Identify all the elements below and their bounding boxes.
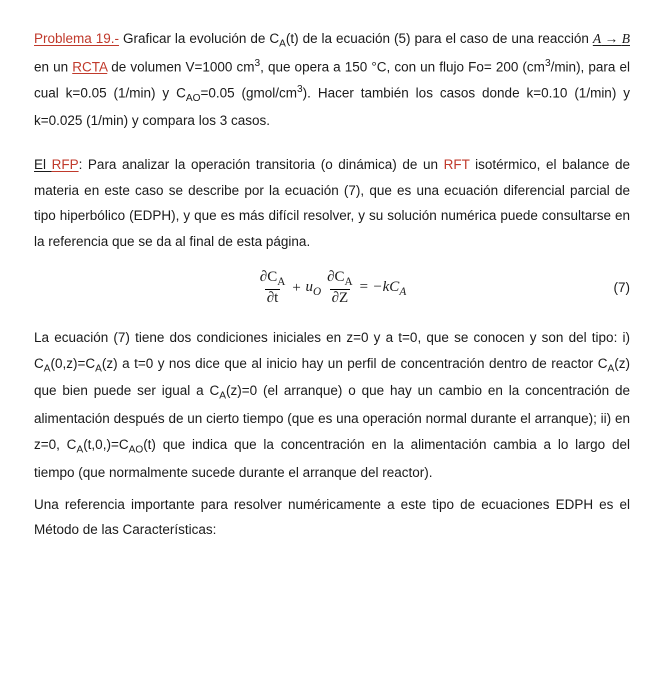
rfp-paragraph: El RFP: Para analizar la operación trans…: [34, 152, 630, 255]
subscript-A: A: [279, 39, 286, 50]
subscript-A: A: [95, 363, 102, 374]
fraction-dCA-dZ: ∂CA ∂Z: [325, 269, 355, 307]
text: , que opera a 150 °C, con un flujo Fo= 2…: [260, 59, 545, 74]
subscript-A: A: [399, 286, 406, 298]
equation-7: ∂CA ∂t + uO ∂CA ∂Z = −kCA (7): [34, 269, 630, 307]
discussion-paragraph-2: Una referencia importante para resolver …: [34, 492, 630, 543]
rft-label: RFT: [444, 157, 470, 172]
subscript-A: A: [345, 276, 353, 288]
text: (z) a t=0 y nos dice que al inicio hay u…: [102, 356, 608, 371]
reaction-rhs: B: [622, 31, 630, 46]
discussion-paragraph-1: La ecuación (7) tiene dos condiciones in…: [34, 325, 630, 486]
text: =0.05 (gmol/cm: [200, 86, 297, 101]
text: (0,z)=C: [51, 356, 96, 371]
text: Graficar la evolución de C: [119, 31, 279, 46]
equation-number: (7): [614, 275, 631, 301]
subscript-A: A: [277, 276, 285, 288]
text: Una referencia importante para resolver …: [34, 497, 630, 538]
subscript-O: O: [313, 286, 321, 298]
subscript-A: A: [44, 363, 51, 374]
text: : Para analizar la operación transitoria…: [79, 157, 444, 172]
problem-label: Problema 19.-: [34, 31, 119, 46]
text: de volumen V=1000 cm: [107, 59, 254, 74]
text: en un: [34, 59, 72, 74]
reaction-arrow: →: [601, 31, 622, 46]
rfp-label: RFP: [52, 157, 79, 172]
reaction-lhs: A: [593, 31, 601, 46]
rcta-label: RCTA: [72, 59, 107, 74]
denominator: ∂t: [265, 289, 281, 307]
text: (t,0,)=C: [83, 437, 128, 452]
subscript-AO: AO: [186, 93, 201, 104]
fraction-dCA-dt: ∂CA ∂t: [258, 269, 288, 307]
subscript-A: A: [219, 391, 226, 402]
denominator: ∂Z: [330, 289, 351, 307]
plus-sign: +: [291, 274, 301, 303]
text: (t) de la ecuación (5) para el caso de u…: [286, 31, 593, 46]
subscript-AO: AO: [129, 445, 144, 456]
equation-body: ∂CA ∂t + uO ∂CA ∂Z = −kCA: [258, 269, 406, 307]
text: El: [34, 157, 52, 172]
problem-statement: Problema 19.- Graficar la evolución de C…: [34, 26, 630, 134]
numerator: ∂C: [260, 269, 277, 285]
rhs: = −kC: [359, 279, 400, 295]
numerator: ∂C: [327, 269, 344, 285]
u-symbol: u: [305, 279, 313, 295]
